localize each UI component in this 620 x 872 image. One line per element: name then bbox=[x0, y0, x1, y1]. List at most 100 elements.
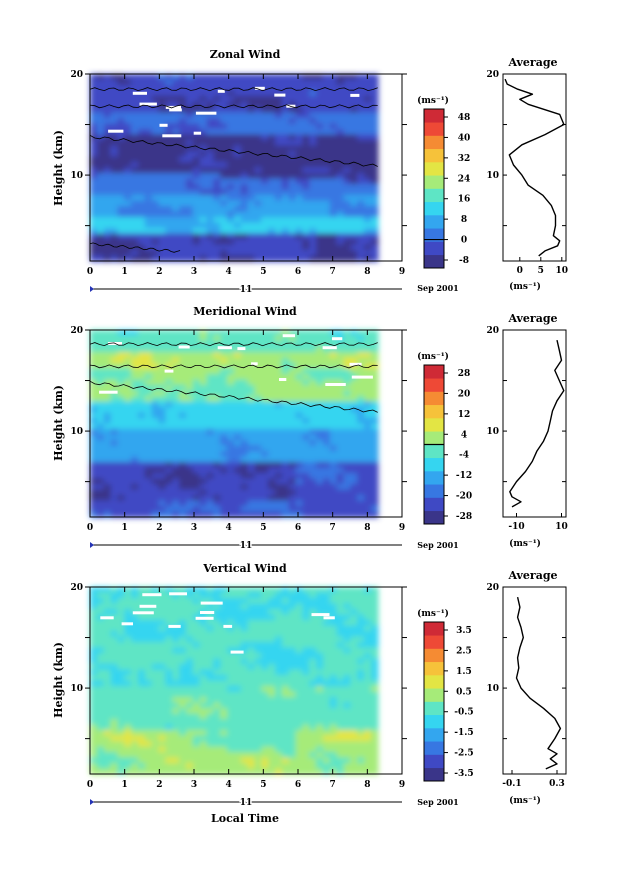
heatmap-cell bbox=[261, 636, 269, 643]
heatmap-cell bbox=[350, 489, 358, 496]
heatmap-cell bbox=[261, 156, 269, 163]
heatmap-cell bbox=[131, 211, 139, 218]
heatmap-cell bbox=[90, 96, 98, 103]
heatmap-cell bbox=[295, 211, 304, 218]
heatmap-cell bbox=[110, 74, 119, 81]
heatmap-cell bbox=[124, 719, 132, 726]
zonal-timeline: 11 bbox=[90, 284, 402, 297]
heatmap-cell bbox=[124, 680, 132, 687]
heatmap-cell bbox=[185, 445, 194, 452]
heatmap-cell bbox=[247, 222, 256, 229]
heatmap-cell bbox=[316, 675, 324, 682]
heatmap-cell bbox=[206, 642, 215, 649]
heatmap-cell bbox=[90, 592, 98, 599]
heatmap-cell bbox=[185, 167, 194, 174]
x-tick-label: 0 bbox=[87, 780, 93, 790]
heatmap-cell bbox=[295, 74, 304, 81]
heatmap-cell bbox=[103, 467, 112, 474]
heatmap-cell bbox=[199, 741, 208, 748]
heatmap-cell bbox=[370, 418, 379, 425]
heatmap-cell bbox=[295, 653, 304, 660]
heatmap-cell bbox=[137, 412, 146, 419]
heatmap-cell bbox=[343, 156, 352, 163]
heatmap-cell bbox=[370, 85, 379, 92]
heatmap-cell bbox=[261, 368, 269, 375]
heatmap-cell bbox=[131, 101, 139, 108]
heatmap-cell bbox=[322, 434, 331, 441]
heatmap-cell bbox=[117, 636, 126, 643]
heatmap-cell bbox=[213, 752, 221, 759]
heatmap-cell bbox=[131, 445, 139, 452]
heatmap-cell bbox=[247, 140, 256, 147]
heatmap-cell bbox=[274, 691, 283, 698]
heatmap-cell bbox=[165, 96, 174, 103]
heatmap-cell bbox=[192, 713, 201, 720]
x-tick-label: 2 bbox=[156, 267, 162, 277]
heatmap-cell bbox=[370, 385, 379, 392]
heatmap-cell bbox=[220, 390, 228, 397]
heatmap-cell bbox=[110, 173, 119, 180]
heatmap-cell bbox=[110, 467, 119, 474]
heatmap-cell bbox=[240, 445, 249, 452]
heatmap-cell bbox=[254, 462, 263, 469]
heatmap-cell bbox=[261, 418, 269, 425]
heatmap-cell bbox=[240, 506, 249, 513]
heatmap-cell bbox=[329, 206, 338, 213]
heatmap-cell bbox=[233, 184, 242, 191]
heatmap-cell bbox=[357, 587, 365, 594]
heatmap-cell bbox=[302, 90, 311, 97]
heatmap-cell bbox=[233, 239, 242, 246]
heatmap-cell bbox=[179, 500, 187, 507]
heatmap-cell bbox=[233, 255, 242, 262]
heatmap-cell bbox=[199, 239, 208, 246]
heatmap-cell bbox=[336, 614, 345, 621]
heatmap-cell bbox=[192, 418, 201, 425]
x-tick-label: 8 bbox=[364, 523, 370, 533]
heatmap-cell bbox=[288, 217, 297, 224]
heatmap-cell bbox=[179, 79, 187, 86]
heatmap-cell bbox=[288, 598, 297, 605]
heatmap-cell bbox=[151, 724, 160, 731]
heatmap-cell bbox=[151, 162, 160, 169]
heatmap-cell bbox=[370, 620, 379, 627]
heatmap-cell bbox=[110, 686, 119, 693]
heatmap-cell bbox=[192, 101, 201, 108]
heatmap-cell bbox=[165, 506, 174, 513]
heatmap-cell bbox=[137, 390, 146, 397]
heatmap-cell bbox=[240, 255, 249, 262]
heatmap-cell bbox=[295, 647, 304, 654]
heatmap-cell bbox=[261, 412, 269, 419]
heatmap-cell bbox=[247, 456, 256, 463]
heatmap-cell bbox=[268, 195, 276, 202]
heatmap-cell bbox=[179, 178, 187, 185]
heatmap-cell bbox=[185, 587, 194, 594]
heatmap-cell bbox=[274, 107, 283, 114]
heatmap-cell bbox=[117, 195, 126, 202]
heatmap-cell bbox=[240, 107, 249, 114]
heatmap-cell bbox=[185, 511, 194, 518]
heatmap-cell bbox=[137, 107, 146, 114]
heatmap-cell bbox=[268, 244, 276, 251]
heatmap-cell bbox=[192, 686, 201, 693]
heatmap-cell bbox=[206, 592, 215, 599]
heatmap-cell bbox=[247, 489, 256, 496]
heatmap-cell bbox=[295, 222, 304, 229]
heatmap-cell bbox=[247, 211, 256, 218]
heatmap-cell bbox=[124, 407, 132, 414]
heatmap-cell bbox=[131, 112, 139, 119]
heatmap-cell bbox=[90, 368, 98, 375]
heatmap-cell bbox=[329, 228, 338, 235]
heatmap-cell bbox=[261, 609, 269, 616]
heatmap-cell bbox=[124, 255, 132, 262]
heatmap-cell bbox=[370, 642, 379, 649]
heatmap-cell bbox=[220, 636, 228, 643]
heatmap-cell bbox=[124, 741, 132, 748]
heatmap-cell bbox=[268, 239, 276, 246]
heatmap-cell bbox=[268, 396, 276, 403]
heatmap-cell bbox=[268, 211, 276, 218]
heatmap-cell bbox=[357, 462, 365, 469]
heatmap-cell bbox=[103, 506, 112, 513]
heatmap-cell bbox=[288, 669, 297, 676]
heatmap-cell bbox=[370, 451, 379, 458]
